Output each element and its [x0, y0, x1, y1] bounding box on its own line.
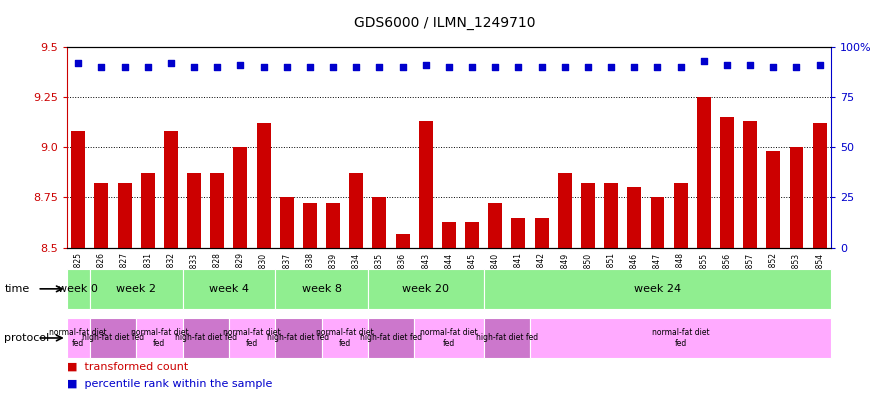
- Text: normal-fat diet
fed: normal-fat diet fed: [652, 328, 709, 348]
- Point: [326, 64, 340, 70]
- Text: normal-fat diet
fed: normal-fat diet fed: [50, 328, 107, 348]
- Bar: [280, 197, 293, 248]
- Point: [349, 64, 364, 70]
- Point: [303, 64, 317, 70]
- Point: [442, 64, 456, 70]
- Point: [465, 64, 479, 70]
- Bar: [211, 173, 224, 248]
- Point: [627, 64, 641, 70]
- Bar: [372, 197, 387, 248]
- Text: normal-fat diet
fed: normal-fat diet fed: [223, 328, 281, 348]
- Text: high-fat diet fed: high-fat diet fed: [360, 334, 422, 342]
- Bar: [488, 204, 502, 248]
- Point: [488, 64, 502, 70]
- Bar: [188, 173, 201, 248]
- Bar: [164, 131, 178, 248]
- Text: protocol: protocol: [4, 333, 50, 343]
- Text: week 0: week 0: [59, 284, 98, 294]
- Bar: [697, 97, 710, 248]
- Point: [94, 64, 108, 70]
- Bar: [349, 173, 364, 248]
- Point: [164, 60, 178, 66]
- Point: [140, 64, 155, 70]
- Bar: [140, 173, 155, 248]
- Bar: [234, 147, 247, 248]
- Bar: [326, 204, 340, 248]
- Bar: [257, 123, 270, 248]
- Text: high-fat diet fed: high-fat diet fed: [268, 334, 330, 342]
- Point: [210, 64, 224, 70]
- Bar: [511, 217, 525, 248]
- Bar: [581, 184, 595, 248]
- Point: [651, 64, 665, 70]
- Bar: [674, 184, 687, 248]
- Point: [789, 64, 804, 70]
- Bar: [117, 184, 132, 248]
- Text: week 20: week 20: [403, 284, 449, 294]
- Bar: [743, 121, 757, 248]
- Text: GDS6000 / ILMN_1249710: GDS6000 / ILMN_1249710: [354, 16, 535, 30]
- Bar: [419, 121, 433, 248]
- Text: week 8: week 8: [301, 284, 341, 294]
- Text: week 4: week 4: [209, 284, 249, 294]
- Bar: [766, 151, 781, 248]
- Text: week 2: week 2: [116, 284, 156, 294]
- Point: [71, 60, 85, 66]
- Point: [813, 62, 827, 68]
- Point: [511, 64, 525, 70]
- Point: [233, 62, 247, 68]
- Point: [117, 64, 132, 70]
- Bar: [442, 222, 456, 248]
- Text: high-fat diet fed: high-fat diet fed: [82, 334, 144, 342]
- Text: high-fat diet fed: high-fat diet fed: [174, 334, 236, 342]
- Text: week 24: week 24: [634, 284, 681, 294]
- Bar: [71, 131, 85, 248]
- Bar: [628, 187, 641, 248]
- Point: [419, 62, 433, 68]
- Bar: [303, 204, 316, 248]
- Text: high-fat diet fed: high-fat diet fed: [476, 334, 538, 342]
- Point: [187, 64, 201, 70]
- Point: [674, 64, 688, 70]
- Point: [697, 58, 711, 64]
- Bar: [813, 123, 827, 248]
- Bar: [534, 217, 549, 248]
- Bar: [557, 173, 572, 248]
- Text: normal-fat diet
fed: normal-fat diet fed: [420, 328, 477, 348]
- Point: [557, 64, 572, 70]
- Text: normal-fat diet
fed: normal-fat diet fed: [131, 328, 188, 348]
- Bar: [789, 147, 804, 248]
- Bar: [465, 222, 479, 248]
- Bar: [651, 197, 664, 248]
- Point: [257, 64, 271, 70]
- Point: [604, 64, 618, 70]
- Bar: [94, 184, 108, 248]
- Point: [766, 64, 781, 70]
- Bar: [720, 117, 734, 248]
- Text: ■  transformed count: ■ transformed count: [67, 362, 188, 371]
- Text: time: time: [4, 284, 29, 294]
- Point: [581, 64, 595, 70]
- Point: [396, 64, 410, 70]
- Bar: [396, 233, 410, 248]
- Point: [720, 62, 734, 68]
- Text: normal-fat diet
fed: normal-fat diet fed: [316, 328, 373, 348]
- Text: ■  percentile rank within the sample: ■ percentile rank within the sample: [67, 379, 272, 389]
- Point: [372, 64, 387, 70]
- Bar: [605, 184, 618, 248]
- Point: [280, 64, 294, 70]
- Point: [534, 64, 549, 70]
- Point: [743, 62, 757, 68]
